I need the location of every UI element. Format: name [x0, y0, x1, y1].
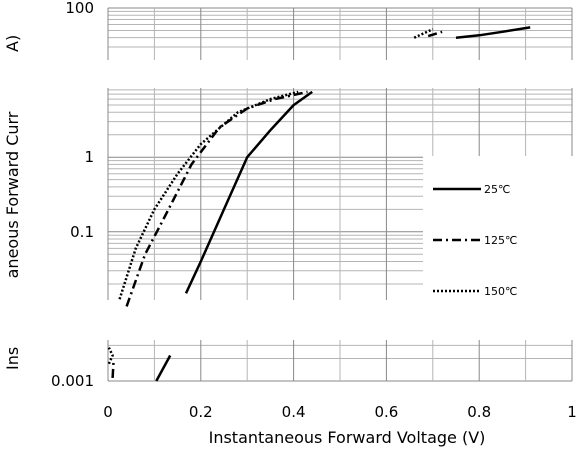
- x-tick-label: 0: [103, 403, 113, 421]
- series-line-2: [125, 90, 308, 307]
- x-tick-label: 0.4: [282, 403, 306, 421]
- series-line-3: [413, 28, 434, 39]
- y-axis-title-group: A) aneous Forward Curr Ins: [0, 0, 28, 380]
- series-line-2: [111, 360, 115, 378]
- legend-label: 125℃: [484, 234, 517, 247]
- series-line-1: [155, 354, 172, 382]
- x-tick-label: 0.2: [189, 403, 213, 421]
- y-tick-label: 0.001: [51, 372, 94, 390]
- x-tick-label: 1: [567, 403, 577, 421]
- legend-box: [423, 156, 583, 308]
- series-line-3: [118, 90, 299, 300]
- y-axis-title-top-fragment: A): [3, 35, 22, 52]
- legend-label: 25℃: [484, 183, 510, 196]
- y-tick-label: 0.1: [70, 223, 94, 241]
- y-axis-title-bottom-fragment: Ins: [3, 347, 22, 370]
- series-line-1: [184, 90, 313, 294]
- series-lines: [107, 26, 531, 382]
- series-line-2: [427, 30, 443, 38]
- y-tick-label: 100: [65, 0, 94, 17]
- tick-labels: 0 0.2 0.4 0.6 0.8 1 100 1 0.1 0.001: [51, 0, 577, 421]
- y-tick-label: 1: [84, 148, 94, 166]
- series-line-3: [107, 347, 114, 365]
- x-tick-label: 0.8: [467, 403, 491, 421]
- legend-label: 150℃: [484, 285, 517, 298]
- x-axis-title: Instantaneous Forward Voltage (V): [209, 428, 486, 447]
- x-tick-label: 0.6: [374, 403, 398, 421]
- legend: 25℃ 125℃ 150℃: [433, 183, 517, 298]
- series-line-1: [455, 26, 531, 39]
- y-axis-title: aneous Forward Curr: [3, 111, 22, 278]
